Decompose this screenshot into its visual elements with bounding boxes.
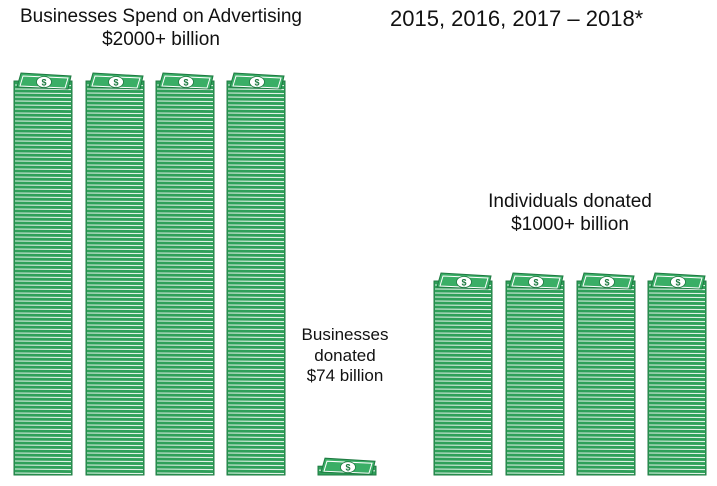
svg-text:$: $ [345, 463, 350, 473]
dollar-bill-icon: $ [436, 272, 492, 290]
individual-donations-label: Individuals donated $1000+ billion [455, 191, 685, 237]
money-stack-3-1: $ [433, 272, 493, 476]
bill-edges [14, 84, 72, 475]
money-stack-1-1: $ [13, 72, 73, 476]
year-caption: 2015, 2016, 2017 – 2018* [390, 6, 644, 31]
svg-text:$: $ [533, 278, 538, 288]
dollar-bill-icon: $ [320, 457, 376, 475]
svg-text:$: $ [41, 78, 46, 88]
money-stack-1-3: $ [155, 72, 215, 476]
svg-text:$: $ [604, 278, 609, 288]
dollar-bill-icon: $ [229, 72, 285, 90]
individual-donations-label-line-2: $1000+ billion [511, 213, 629, 235]
money-stack-2-1: $ [317, 457, 377, 476]
money-stack-3-3: $ [576, 272, 636, 476]
dollar-bill-icon: $ [650, 272, 706, 290]
bill-edges [156, 84, 214, 475]
svg-text:$: $ [183, 78, 188, 88]
money-stack-3-4: $ [647, 272, 707, 476]
dollar-bill-icon: $ [579, 272, 635, 290]
bill-edges [577, 284, 635, 475]
money-stack-1-2: $ [85, 72, 145, 476]
money-stack-1-4: $ [226, 72, 286, 476]
dollar-bill-icon: $ [88, 72, 144, 90]
svg-text:$: $ [461, 278, 466, 288]
individual-donations-label-line-1: Individuals donated [488, 191, 652, 212]
bill-edges [506, 284, 564, 475]
bill-edges [434, 284, 492, 475]
business-donations-label-line-2: donated [314, 345, 376, 365]
bill-edges [648, 284, 706, 475]
advertising-label: Businesses Spend on Advertising $2000+ b… [2, 6, 320, 52]
svg-text:$: $ [254, 78, 259, 88]
dollar-bill-icon: $ [158, 72, 214, 90]
dollar-bill-icon: $ [508, 272, 564, 290]
advertising-label-line-1: Businesses Spend on Advertising [19, 6, 302, 27]
bill-edges [86, 84, 144, 475]
svg-text:$: $ [113, 78, 118, 88]
business-donations-label-line-3: $74 billion [306, 366, 384, 386]
svg-text:$: $ [675, 278, 680, 288]
business-donations-label-line-1: Businesses [301, 325, 389, 344]
money-stack-3-2: $ [505, 272, 565, 476]
business-donations-label: Businesses donated $74 billion [290, 325, 400, 387]
dollar-bill-icon: $ [16, 72, 72, 90]
bill-edges [227, 84, 285, 475]
advertising-label-line-2: $2000+ billion [102, 28, 220, 50]
